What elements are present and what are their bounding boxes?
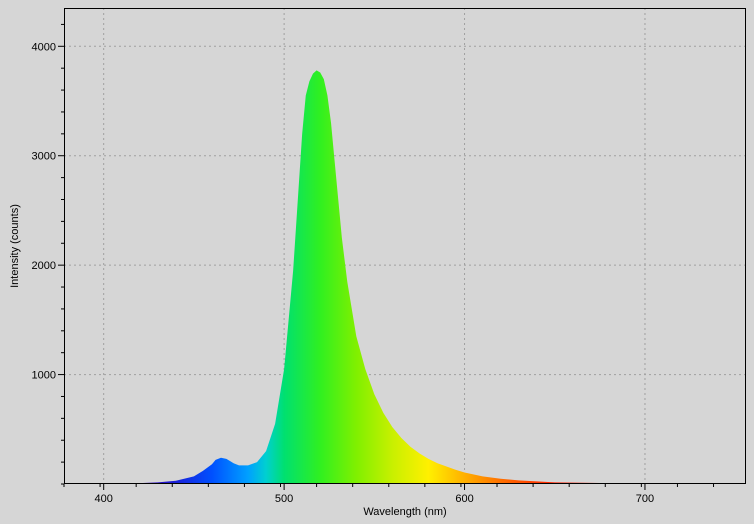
x-tick-label: 400 (95, 493, 113, 505)
x-tick-label: 700 (636, 493, 654, 505)
y-tick-label: 2000 (32, 260, 56, 272)
y-tick-label: 4000 (32, 41, 56, 53)
y-axis-label: Intensity (counts) (9, 191, 21, 301)
x-axis-label: Wavelength (nm) (345, 506, 465, 518)
x-tick-label: 600 (455, 493, 473, 505)
chart-canvas: 400 500 600 700 1000 2000 3000 4000 (0, 0, 754, 524)
y-tick-label: 1000 (32, 370, 56, 382)
y-tick-label: 3000 (32, 151, 56, 163)
spectrum-chart: 400 500 600 700 1000 2000 3000 4000 Intensity (… (0, 0, 754, 524)
x-tick-label: 500 (275, 493, 293, 505)
